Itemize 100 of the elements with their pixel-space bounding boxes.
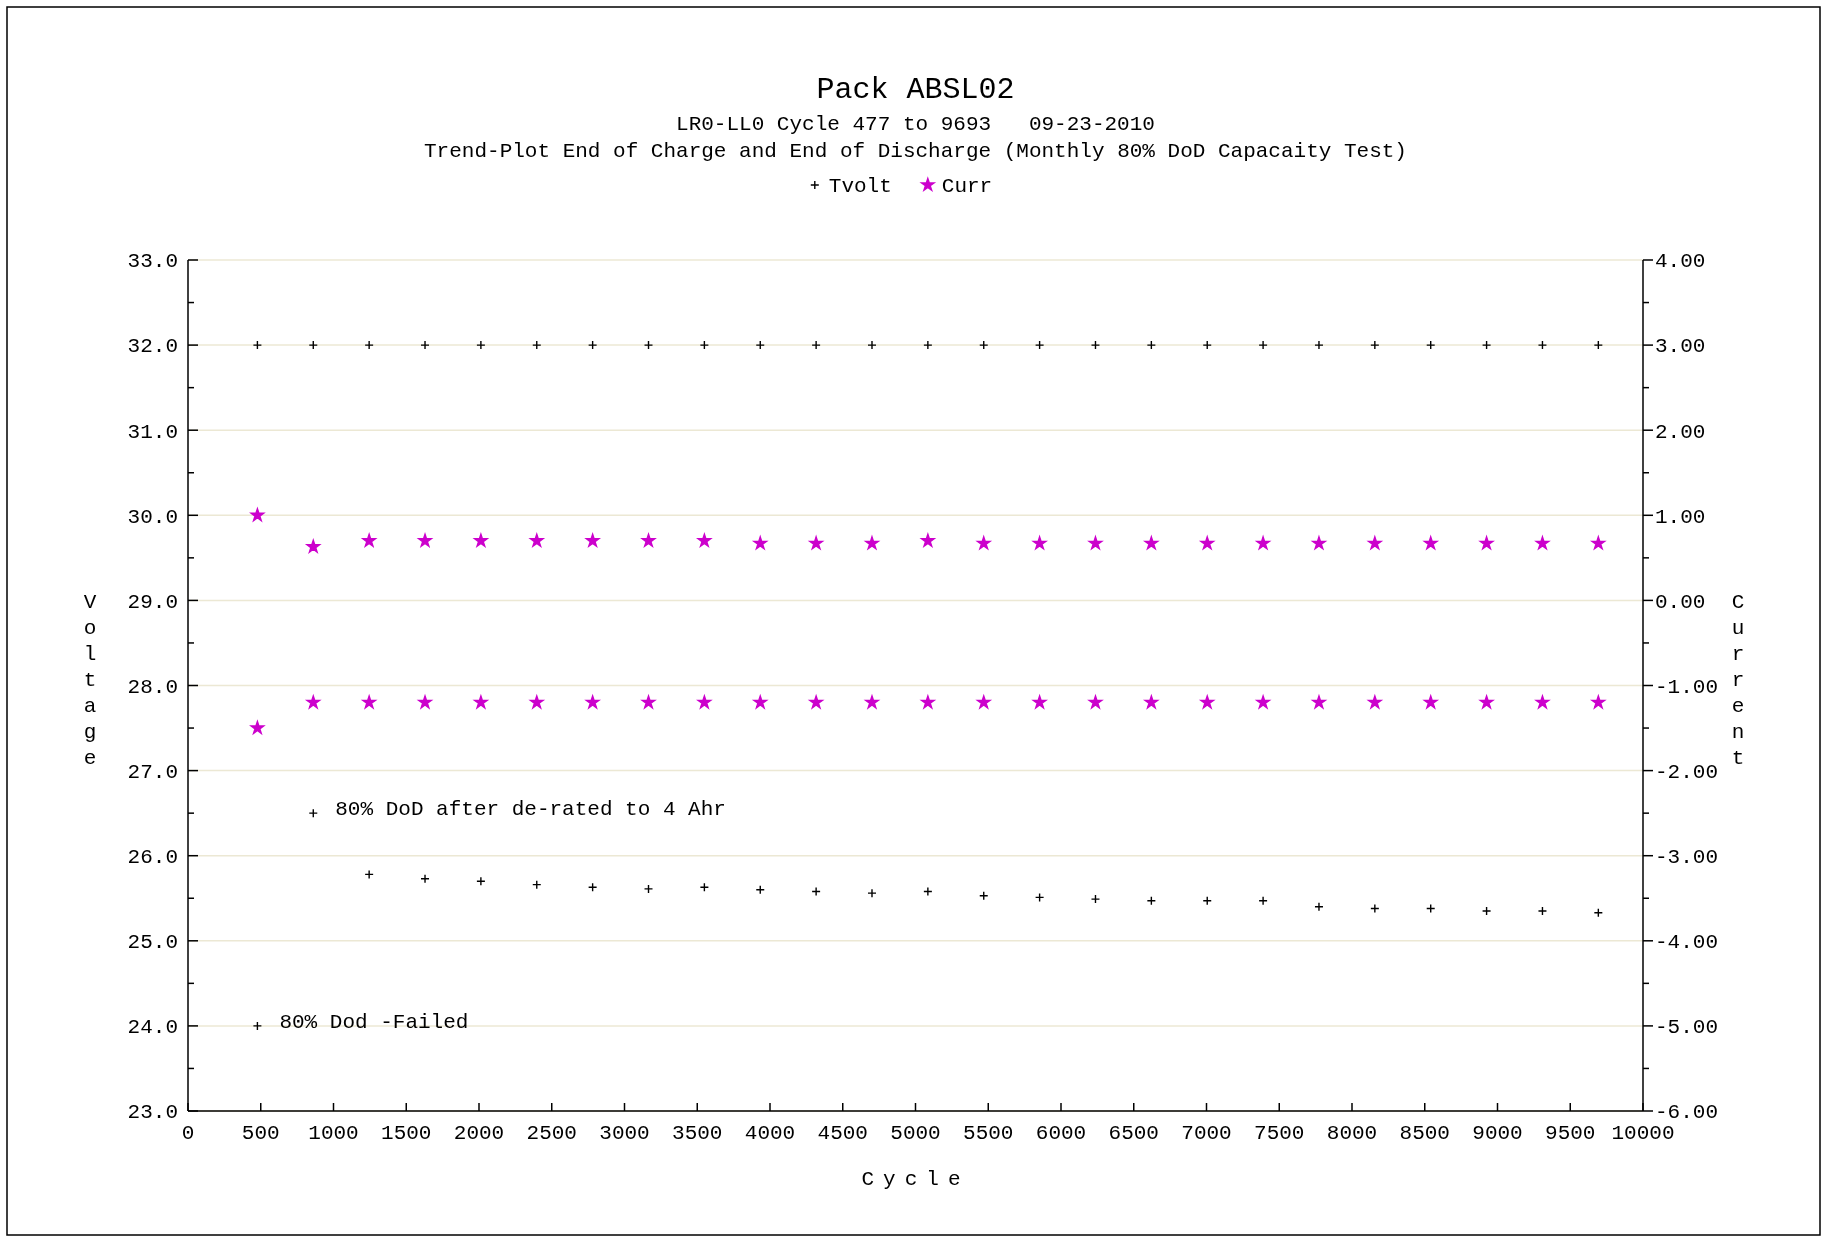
point — [979, 340, 989, 350]
y2-tick-label: -4.00 — [1655, 931, 1719, 955]
point — [1258, 896, 1268, 906]
x-tick-label: 3000 — [599, 1122, 650, 1145]
x-tick-label: 7000 — [1181, 1122, 1232, 1145]
point — [532, 340, 542, 350]
point — [753, 695, 768, 709]
point — [252, 340, 263, 350]
point — [1088, 536, 1103, 550]
x-tick-label: 6500 — [1108, 1122, 1159, 1145]
x-tick-label: 2000 — [453, 1122, 505, 1145]
x-tick-label: 5000 — [890, 1122, 941, 1145]
x-tick-label: 5500 — [963, 1122, 1014, 1145]
point — [308, 808, 318, 818]
point — [418, 533, 432, 547]
point — [809, 695, 824, 709]
point — [250, 508, 265, 522]
y2-tick-label: -2.00 — [1655, 760, 1719, 784]
y-tick-label: 29.0 — [127, 590, 178, 614]
chart-subtitle: LR0-LL0 Cycle 477 to 9693 09-23-2010 Trend-Plot End of Charge and End of Discharge (Monthly 80% DoD Capacaity Test) — [424, 113, 1407, 163]
point — [473, 695, 488, 709]
point — [809, 536, 824, 550]
point — [364, 340, 374, 350]
x-tick-label: 7500 — [1254, 1122, 1305, 1145]
y2-tick-label: -1.00 — [1655, 675, 1719, 699]
x-tick-label: 10000 — [1611, 1122, 1675, 1145]
point — [1032, 536, 1047, 550]
point — [1367, 536, 1382, 550]
annotation: 80% Dod -Failed — [279, 1011, 469, 1034]
y2-tick-label: 1.00 — [1655, 505, 1706, 529]
legend-label: Tvolt — [828, 175, 892, 198]
point — [1312, 695, 1326, 709]
point — [641, 533, 656, 547]
point — [1591, 695, 1606, 709]
x-tick-label: 4500 — [817, 1122, 868, 1145]
y-tick-label: 28.0 — [127, 675, 178, 699]
point — [811, 886, 821, 897]
point — [587, 340, 598, 350]
point — [252, 1021, 263, 1031]
point — [1090, 340, 1101, 350]
point — [811, 340, 821, 350]
x-tick-label: 6000 — [1035, 1122, 1087, 1145]
point — [1034, 340, 1045, 350]
point — [587, 882, 598, 892]
point — [1144, 695, 1159, 709]
annotation: 80% DoD after de-rated to 4 Ahr — [335, 798, 726, 822]
point — [923, 886, 933, 897]
point — [362, 533, 377, 547]
point — [1314, 340, 1324, 350]
y-tick-label: 31.0 — [127, 420, 178, 444]
point — [1591, 536, 1606, 550]
y-tick-label: 33.0 — [127, 250, 178, 274]
point — [1537, 906, 1548, 916]
point — [865, 536, 879, 550]
point — [697, 695, 712, 709]
x-tick-label: 3500 — [672, 1122, 723, 1145]
x-axis-title: Cycle — [861, 1168, 970, 1191]
point — [755, 340, 765, 350]
point — [1481, 340, 1492, 350]
point — [641, 695, 656, 709]
point — [1090, 894, 1101, 904]
point — [867, 340, 877, 350]
x-tick-label: 500 — [241, 1122, 280, 1145]
point — [920, 533, 935, 547]
y2-axis-title: Current — [1731, 590, 1745, 770]
point — [418, 695, 432, 709]
point — [976, 695, 991, 709]
point — [1144, 536, 1159, 550]
x-tick-label: 1500 — [381, 1122, 432, 1145]
point — [1202, 340, 1212, 350]
y-tick-label: 23.0 — [127, 1101, 178, 1125]
y-axis-title: Voltage — [83, 590, 97, 770]
point — [585, 533, 600, 547]
y-tick-label: 26.0 — [127, 846, 178, 870]
point — [643, 340, 654, 350]
point — [1535, 536, 1550, 550]
point — [1146, 340, 1157, 350]
point — [420, 340, 430, 350]
point — [308, 340, 318, 350]
x-tick-label: 2500 — [526, 1122, 577, 1145]
point — [1593, 340, 1604, 350]
point — [976, 536, 991, 550]
x-tick-label: 9500 — [1545, 1122, 1596, 1145]
point — [476, 340, 486, 350]
point — [1423, 695, 1438, 709]
point — [1535, 695, 1550, 709]
point — [1479, 536, 1494, 550]
point — [1146, 896, 1157, 906]
x-tick-label: 0 — [181, 1122, 195, 1145]
y2-tick-label: 2.00 — [1655, 420, 1706, 444]
point — [585, 695, 600, 709]
point — [1481, 906, 1492, 916]
point — [1370, 903, 1380, 914]
point — [306, 695, 321, 709]
point — [865, 695, 879, 709]
point — [306, 539, 321, 553]
point — [1423, 536, 1438, 550]
point — [473, 533, 488, 547]
point — [1537, 340, 1548, 350]
point — [362, 695, 377, 709]
